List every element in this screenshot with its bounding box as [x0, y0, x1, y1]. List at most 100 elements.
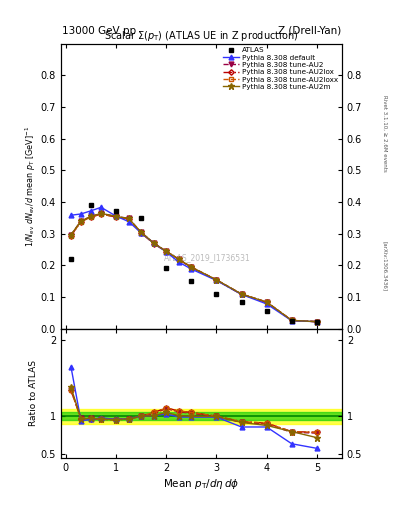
Pythia 8.308 default	[151, 240, 156, 246]
Pythia 8.308 tune-AU2	[69, 232, 73, 238]
Pythia 8.308 default	[314, 318, 319, 325]
ATLAS	[189, 278, 194, 284]
Pythia 8.308 tune-AU2lox	[114, 214, 118, 220]
Bar	[61, 413, 342, 420]
Pythia 8.308 tune-AU2m	[69, 232, 73, 238]
Pythia 8.308 tune-AU2m	[239, 291, 244, 297]
Pythia 8.308 tune-AU2	[314, 318, 319, 325]
Text: [arXiv:1306.3436]: [arXiv:1306.3436]	[383, 241, 387, 291]
Pythia 8.308 default	[89, 208, 94, 214]
ATLAS	[114, 208, 118, 215]
Pythia 8.308 tune-AU2loxx	[189, 264, 194, 270]
Pythia 8.308 tune-AU2loxx	[69, 233, 73, 239]
Text: Rivet 3.1.10, ≥ 2.6M events: Rivet 3.1.10, ≥ 2.6M events	[383, 95, 387, 172]
Pythia 8.308 tune-AU2m	[189, 264, 194, 270]
Pythia 8.308 tune-AU2lox	[189, 264, 194, 270]
Line: Pythia 8.308 tune-AU2: Pythia 8.308 tune-AU2	[68, 211, 319, 324]
Pythia 8.308 tune-AU2loxx	[164, 248, 169, 254]
Pythia 8.308 tune-AU2	[289, 317, 294, 324]
Pythia 8.308 tune-AU2loxx	[89, 214, 94, 220]
ATLAS	[139, 215, 143, 221]
Pythia 8.308 tune-AU2loxx	[176, 256, 181, 262]
Pythia 8.308 tune-AU2loxx	[314, 318, 319, 325]
Pythia 8.308 tune-AU2m	[314, 318, 319, 325]
Pythia 8.308 tune-AU2m	[289, 317, 294, 324]
Pythia 8.308 tune-AU2	[114, 214, 118, 220]
Pythia 8.308 tune-AU2lox	[99, 211, 103, 217]
Pythia 8.308 tune-AU2m	[139, 229, 143, 236]
Pythia 8.308 tune-AU2	[189, 264, 194, 270]
Pythia 8.308 tune-AU2lox	[314, 318, 319, 325]
Pythia 8.308 default	[126, 219, 131, 225]
Pythia 8.308 tune-AU2m	[164, 248, 169, 254]
ATLAS	[239, 298, 244, 305]
Pythia 8.308 tune-AU2	[176, 256, 181, 262]
Pythia 8.308 default	[79, 211, 83, 217]
Text: Z (Drell-Yan): Z (Drell-Yan)	[278, 26, 341, 36]
Y-axis label: Ratio to ATLAS: Ratio to ATLAS	[29, 360, 38, 426]
Pythia 8.308 tune-AU2	[89, 214, 94, 220]
Pythia 8.308 tune-AU2m	[79, 218, 83, 224]
Pythia 8.308 tune-AU2	[264, 299, 269, 305]
Pythia 8.308 tune-AU2	[151, 240, 156, 246]
ATLAS	[214, 291, 219, 297]
X-axis label: Mean $p_\mathrm{T}/d\eta\,d\phi$: Mean $p_\mathrm{T}/d\eta\,d\phi$	[163, 477, 240, 492]
ATLAS	[164, 265, 169, 271]
Pythia 8.308 default	[289, 317, 294, 324]
Pythia 8.308 tune-AU2lox	[69, 233, 73, 239]
Pythia 8.308 tune-AU2lox	[289, 317, 294, 324]
Pythia 8.308 default	[139, 230, 143, 236]
Text: ATLAS_2019_I1736531: ATLAS_2019_I1736531	[163, 253, 250, 262]
Pythia 8.308 default	[114, 213, 118, 219]
Pythia 8.308 default	[176, 259, 181, 265]
Text: 13000 GeV pp: 13000 GeV pp	[62, 26, 136, 36]
Pythia 8.308 tune-AU2loxx	[99, 211, 103, 217]
Pythia 8.308 default	[264, 301, 269, 307]
Pythia 8.308 default	[239, 291, 244, 297]
ATLAS	[69, 256, 73, 262]
Pythia 8.308 tune-AU2lox	[164, 249, 169, 255]
Line: Pythia 8.308 default: Pythia 8.308 default	[68, 205, 319, 324]
Bar	[61, 409, 342, 424]
Pythia 8.308 default	[214, 278, 219, 284]
Pythia 8.308 tune-AU2lox	[239, 291, 244, 297]
Pythia 8.308 tune-AU2lox	[79, 219, 83, 225]
Pythia 8.308 tune-AU2loxx	[214, 277, 219, 283]
Pythia 8.308 tune-AU2m	[114, 214, 118, 220]
Pythia 8.308 tune-AU2	[79, 218, 83, 224]
Pythia 8.308 default	[99, 204, 103, 210]
Pythia 8.308 tune-AU2loxx	[79, 219, 83, 225]
Pythia 8.308 tune-AU2lox	[176, 257, 181, 263]
Pythia 8.308 tune-AU2loxx	[114, 214, 118, 220]
Pythia 8.308 tune-AU2lox	[151, 241, 156, 247]
Pythia 8.308 tune-AU2lox	[264, 300, 269, 306]
Pythia 8.308 tune-AU2m	[214, 277, 219, 283]
ATLAS	[314, 318, 319, 325]
Pythia 8.308 tune-AU2m	[126, 216, 131, 222]
Pythia 8.308 tune-AU2loxx	[151, 240, 156, 246]
Y-axis label: $1/N_\mathrm{ev}\ dN_\mathrm{ev}/d\ \mathrm{mean}\ p_\mathrm{T}\ [\mathrm{GeV}]^: $1/N_\mathrm{ev}\ dN_\mathrm{ev}/d\ \mat…	[24, 125, 38, 247]
Pythia 8.308 tune-AU2m	[264, 299, 269, 305]
Pythia 8.308 tune-AU2lox	[214, 277, 219, 283]
Pythia 8.308 tune-AU2m	[99, 210, 103, 217]
ATLAS	[264, 308, 269, 314]
Pythia 8.308 tune-AU2	[99, 210, 103, 217]
Line: Pythia 8.308 tune-AU2lox: Pythia 8.308 tune-AU2lox	[69, 212, 319, 324]
Pythia 8.308 tune-AU2loxx	[139, 229, 143, 236]
Pythia 8.308 tune-AU2lox	[89, 214, 94, 220]
Pythia 8.308 tune-AU2lox	[126, 216, 131, 222]
Line: Pythia 8.308 tune-AU2m: Pythia 8.308 tune-AU2m	[68, 210, 320, 325]
Pythia 8.308 tune-AU2	[126, 216, 131, 222]
Pythia 8.308 tune-AU2lox	[139, 230, 143, 236]
Legend: ATLAS, Pythia 8.308 default, Pythia 8.308 tune-AU2, Pythia 8.308 tune-AU2lox, Py: ATLAS, Pythia 8.308 default, Pythia 8.30…	[222, 46, 340, 92]
Pythia 8.308 tune-AU2loxx	[264, 299, 269, 305]
Pythia 8.308 tune-AU2	[164, 248, 169, 254]
Pythia 8.308 default	[164, 249, 169, 255]
Pythia 8.308 tune-AU2loxx	[289, 317, 294, 324]
Pythia 8.308 tune-AU2loxx	[239, 291, 244, 297]
ATLAS	[89, 202, 94, 208]
Pythia 8.308 default	[189, 266, 194, 272]
Title: Scalar $\Sigma(p_\mathrm{T})$ (ATLAS UE in Z production): Scalar $\Sigma(p_\mathrm{T})$ (ATLAS UE …	[104, 29, 299, 44]
Pythia 8.308 tune-AU2m	[176, 256, 181, 262]
Pythia 8.308 tune-AU2	[214, 277, 219, 283]
